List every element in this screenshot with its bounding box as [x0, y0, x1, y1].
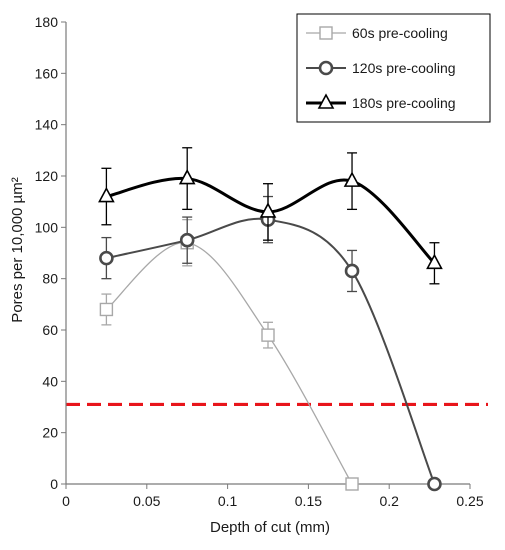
- data-point: [99, 302, 114, 317]
- y-tick-label: 20: [42, 425, 58, 441]
- data-point: [259, 202, 277, 218]
- data-point: [344, 263, 360, 279]
- series-3: [98, 147, 443, 285]
- legend-marker: [319, 26, 333, 40]
- legend: 60s pre-cooling 120s pre-cooling 180s pre-…: [296, 13, 491, 123]
- y-tick-label: 120: [35, 168, 59, 184]
- legend-label: 180s pre-cooling: [352, 95, 456, 111]
- data-point: [345, 477, 359, 491]
- y-tick-label: 40: [42, 373, 58, 389]
- data-point: [426, 253, 443, 270]
- series-line: [105, 242, 353, 485]
- x-tick-label: 0.05: [133, 493, 160, 509]
- series-line: [106, 217, 436, 485]
- x-tick-label: 0.1: [218, 493, 238, 509]
- x-tick-label: 0.15: [295, 493, 322, 509]
- y-axis-title: Pores per 10,000 µm²: [9, 177, 26, 322]
- data-point: [99, 250, 114, 266]
- axes: 0 20 40 60 80 100 120 140 160 180 0 0.05 0.1 0.15 0.2 0…: [35, 14, 484, 509]
- legend-label: 60s pre-cooling: [352, 25, 448, 41]
- y-tick-label: 160: [35, 65, 59, 81]
- series-1: [99, 218, 359, 491]
- y-tick-label: 140: [35, 117, 59, 133]
- legend-marker: [317, 93, 335, 109]
- data-point: [98, 186, 115, 203]
- data-point: [178, 168, 196, 185]
- legend-marker: [318, 60, 334, 76]
- x-tick-label: 0: [62, 493, 70, 509]
- x-axis-title: Depth of cut (mm): [210, 519, 330, 536]
- data-point: [179, 232, 195, 248]
- y-tick-label: 0: [50, 476, 58, 492]
- legend-label: 120s pre-cooling: [352, 60, 456, 76]
- y-tick-label: 80: [42, 271, 58, 287]
- x-tick-label: 0.25: [456, 493, 483, 509]
- data-point: [261, 328, 275, 342]
- data-point: [343, 171, 361, 187]
- data-point: [427, 476, 442, 492]
- series-layer: [98, 147, 443, 492]
- y-tick-label: 180: [35, 14, 59, 30]
- y-tick-label: 100: [35, 219, 59, 235]
- y-tick-label: 60: [42, 322, 58, 338]
- x-tick-label: 0.2: [379, 493, 399, 509]
